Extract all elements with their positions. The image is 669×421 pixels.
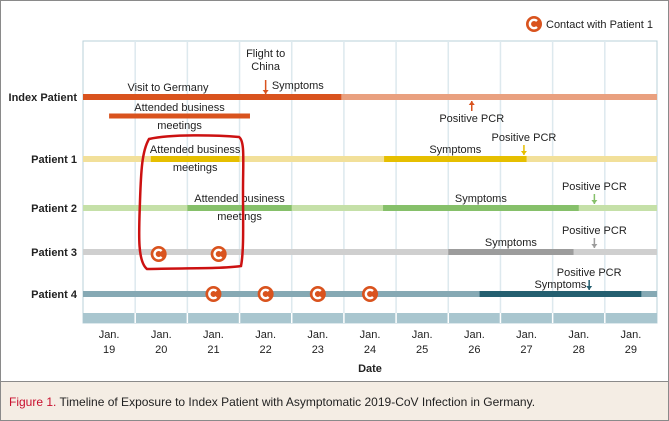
- event-label-line2: meetings: [217, 211, 262, 223]
- event-label: Symptoms: [485, 237, 537, 249]
- contact-icon: [205, 286, 222, 302]
- x-tick-month: Jan.: [516, 329, 537, 341]
- arrow-head-icon: [591, 244, 598, 248]
- event-bar: [83, 94, 342, 100]
- event-label: Attended business: [194, 193, 285, 205]
- arrow-head-icon: [586, 286, 593, 290]
- event-label: Symptoms: [455, 193, 507, 205]
- event-label: Symptoms: [534, 279, 586, 291]
- x-tick-month: Jan.: [99, 329, 120, 341]
- caption-title: Timeline of Exposure to Index Patient wi…: [59, 395, 536, 409]
- arrow-label-line2: China: [251, 61, 281, 73]
- x-tick-month: Jan.: [203, 329, 224, 341]
- arrow-label: Flight to: [246, 48, 285, 60]
- arrow-label: Positive PCR: [557, 267, 622, 279]
- contact-legend-icon: [526, 16, 542, 32]
- arrow-head-icon: [591, 200, 598, 204]
- x-tick-month: Jan.: [255, 329, 276, 341]
- event-label-line2: meetings: [157, 120, 202, 132]
- contact-c-glyph: [528, 18, 538, 30]
- event-bar: [150, 156, 240, 162]
- event-bar: [384, 156, 527, 162]
- event-label: Attended business: [134, 102, 225, 114]
- business-meetings-bar: [109, 113, 250, 119]
- contact-c-glyph: [364, 288, 374, 300]
- contact-c-glyph: [208, 288, 218, 300]
- x-tick-month: Jan.: [568, 329, 589, 341]
- x-tick-day: 27: [520, 344, 532, 356]
- event-label-line2: meetings: [173, 162, 218, 174]
- contact-icon: [362, 286, 378, 302]
- row-label-1: Patient 1: [31, 154, 77, 166]
- row-label-3: Patient 3: [31, 247, 77, 259]
- figure-label: Figure 1.: [9, 395, 57, 409]
- arrow-head-icon: [520, 151, 527, 155]
- contact-c-glyph: [260, 288, 270, 300]
- x-tick-day: 23: [312, 344, 324, 356]
- arrow-label: Positive PCR: [562, 225, 627, 237]
- row-label-0: Index Patient: [9, 92, 78, 104]
- contact-c-glyph: [312, 288, 322, 300]
- arrow-label: Positive PCR: [562, 181, 627, 193]
- figure-caption: Figure 1. Timeline of Exposure to Index …: [0, 381, 669, 421]
- event-label: Symptoms: [429, 144, 481, 156]
- x-tick-day: 19: [103, 344, 115, 356]
- contact-icon: [210, 246, 227, 262]
- contact-c-glyph: [153, 248, 163, 260]
- row-baseline: [83, 205, 657, 211]
- event-label: Symptoms: [272, 80, 324, 92]
- x-tick-month: Jan.: [360, 329, 381, 341]
- x-tick-day: 24: [364, 344, 376, 356]
- arrow-label: Positive PCR: [439, 113, 504, 125]
- contact-icon: [309, 286, 326, 302]
- row-baseline: [83, 249, 657, 255]
- event-bar: [479, 291, 642, 297]
- contact-icon: [257, 286, 274, 302]
- event-label: Visit to Germany: [127, 82, 209, 94]
- row-label-2: Patient 2: [31, 203, 77, 215]
- date-band: [83, 313, 657, 323]
- x-tick-day: 29: [625, 344, 637, 356]
- event-bar: [448, 249, 574, 255]
- timeline-chart: Jan. 19 Jan. 20 Jan. 21 Jan. 22 Jan. 23 Jan. 24 Jan.…: [9, 16, 658, 375]
- x-tick-month: Jan.: [307, 329, 328, 341]
- x-tick-month: Jan.: [621, 329, 642, 341]
- contact-c-glyph: [213, 248, 223, 260]
- contact-icon: [150, 246, 167, 262]
- x-tick-day: 20: [155, 344, 167, 356]
- event-label: Attended business: [150, 144, 241, 156]
- row-label-4: Patient 4: [31, 289, 78, 301]
- row-baseline: [83, 156, 657, 162]
- legend-label: Contact with Patient 1: [546, 19, 653, 31]
- event-bar: [187, 205, 292, 211]
- x-tick-month: Jan.: [412, 329, 433, 341]
- figure-panel: Jan. 19 Jan. 20 Jan. 21 Jan. 22 Jan. 23 Jan. 24 Jan.…: [0, 0, 669, 381]
- x-axis-label: Date: [358, 363, 382, 375]
- x-tick-day: 28: [573, 344, 585, 356]
- plot-area: [82, 40, 658, 324]
- arrow-label: Positive PCR: [492, 132, 557, 144]
- hand-drawn-highlight-box: [137, 134, 245, 271]
- row-baseline: [83, 94, 657, 100]
- x-tick-day: 21: [207, 344, 219, 356]
- arrow-head-icon: [262, 90, 269, 94]
- arrow-head-icon: [468, 101, 475, 105]
- x-tick-day: 22: [260, 344, 272, 356]
- x-tick-month: Jan.: [151, 329, 172, 341]
- x-tick-month: Jan.: [464, 329, 485, 341]
- x-tick-day: 25: [416, 344, 428, 356]
- x-tick-day: 26: [468, 344, 480, 356]
- event-bar: [383, 205, 579, 211]
